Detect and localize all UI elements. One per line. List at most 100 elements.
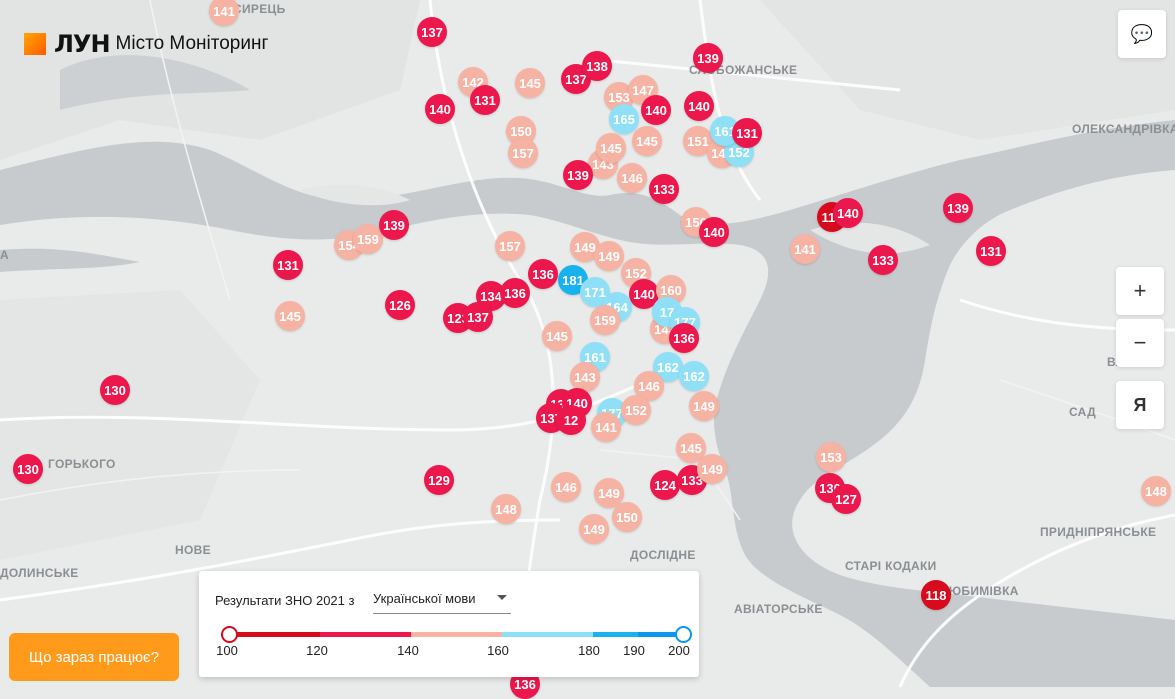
school-marker[interactable]: 149 bbox=[594, 241, 624, 271]
school-marker[interactable]: 131 bbox=[976, 236, 1006, 266]
school-marker[interactable]: 139 bbox=[563, 160, 593, 190]
legend-label: Результати ЗНО 2021 з bbox=[215, 593, 355, 608]
school-marker[interactable]: 124 bbox=[650, 470, 680, 500]
logo-subtitle: Місто Моніторинг bbox=[115, 33, 269, 54]
school-marker[interactable]: 130 bbox=[100, 375, 130, 405]
school-marker[interactable]: 140 bbox=[425, 94, 455, 124]
school-marker[interactable]: 126 bbox=[385, 290, 415, 320]
school-marker[interactable]: 136 bbox=[500, 278, 530, 308]
school-marker[interactable]: 148 bbox=[491, 494, 521, 524]
school-marker[interactable]: 161 bbox=[580, 342, 610, 372]
legend-bar-190 bbox=[638, 632, 683, 637]
school-marker[interactable]: 146 bbox=[617, 163, 647, 193]
whats-open-button[interactable]: Що зараз працює? bbox=[9, 633, 179, 681]
legend-tick: 100 bbox=[216, 643, 238, 658]
chevron-down-icon bbox=[497, 595, 507, 600]
place-label: АВІАТОРСЬКЕ bbox=[734, 602, 823, 616]
range-max-handle[interactable] bbox=[675, 626, 692, 643]
legend-bar-160 bbox=[502, 632, 593, 637]
school-marker[interactable]: 162 bbox=[679, 361, 709, 391]
school-marker[interactable]: 133 bbox=[868, 245, 898, 275]
school-marker[interactable]: 162 bbox=[653, 352, 683, 382]
school-marker[interactable]: 145 bbox=[275, 301, 305, 331]
zoom-in-button[interactable]: + bbox=[1116, 267, 1164, 315]
school-marker[interactable]: 141 bbox=[591, 412, 621, 442]
subject-select[interactable]: Української мови bbox=[373, 591, 511, 614]
plus-icon: + bbox=[1133, 278, 1147, 303]
school-marker[interactable]: 139 bbox=[693, 43, 723, 73]
school-marker[interactable]: 139 bbox=[943, 193, 973, 223]
legend-bar-140 bbox=[411, 632, 502, 637]
school-marker[interactable]: 140 bbox=[629, 279, 659, 309]
score-legend: Результати ЗНО 2021 з Української мови 1… bbox=[199, 571, 699, 677]
legend-tick: 200 bbox=[668, 643, 690, 658]
school-marker[interactable]: 141 bbox=[209, 0, 239, 26]
school-marker[interactable]: 136 bbox=[528, 259, 558, 289]
school-marker[interactable]: 149 bbox=[594, 478, 624, 508]
place-label: ДОСЛІДНЕ bbox=[630, 548, 696, 562]
school-marker[interactable]: 157 bbox=[495, 231, 525, 261]
school-marker[interactable]: 136 bbox=[669, 323, 699, 353]
place-label: ЛЮБИМІВКА bbox=[940, 584, 1019, 598]
yandex-maps-button[interactable]: Я bbox=[1116, 381, 1164, 429]
legend-bar-180 bbox=[593, 632, 638, 637]
school-marker[interactable]: 140 bbox=[699, 217, 729, 247]
school-marker[interactable]: 118 bbox=[921, 580, 951, 610]
school-marker[interactable]: 131 bbox=[470, 85, 500, 115]
school-marker[interactable]: 157 bbox=[508, 138, 538, 168]
legend-bar-120 bbox=[320, 632, 411, 637]
school-marker[interactable]: 140 bbox=[641, 95, 671, 125]
logo-mark-icon bbox=[24, 33, 46, 55]
school-marker[interactable]: 159 bbox=[590, 305, 620, 335]
school-marker[interactable]: 131 bbox=[273, 250, 303, 280]
school-marker[interactable]: 133 bbox=[649, 174, 679, 204]
place-label: СИРЕЦЬ bbox=[233, 2, 286, 16]
school-marker[interactable]: 165 bbox=[609, 104, 639, 134]
logo[interactable]: ЛУН Місто Моніторинг bbox=[24, 30, 268, 58]
school-marker[interactable]: 140 bbox=[684, 91, 714, 121]
school-marker[interactable]: 152 bbox=[621, 395, 651, 425]
school-marker[interactable]: 12 bbox=[556, 405, 586, 435]
school-marker[interactable]: 148 bbox=[1141, 476, 1171, 506]
place-label: ПРИДНІПРЯНСЬКЕ bbox=[1040, 525, 1156, 539]
school-marker[interactable]: 150 bbox=[612, 502, 642, 532]
school-marker[interactable]: 153 bbox=[816, 442, 846, 472]
yandex-icon: Я bbox=[1133, 394, 1147, 415]
school-marker[interactable]: 145 bbox=[515, 68, 545, 98]
school-marker[interactable]: 140 bbox=[833, 198, 863, 228]
school-marker[interactable]: 171 bbox=[580, 277, 610, 307]
school-marker[interactable]: 145 bbox=[632, 126, 662, 156]
range-min-handle[interactable] bbox=[221, 626, 238, 643]
school-marker[interactable]: 159 bbox=[353, 224, 383, 254]
place-label: СТАРІ КОДАКИ bbox=[845, 559, 937, 573]
school-marker[interactable]: 146 bbox=[551, 472, 581, 502]
school-marker[interactable]: 143 bbox=[570, 362, 600, 392]
school-marker[interactable]: 141 bbox=[790, 234, 820, 264]
legend-tick: 180 bbox=[578, 643, 600, 658]
school-marker[interactable]: 149 bbox=[579, 514, 609, 544]
place-label: САД bbox=[1069, 405, 1096, 419]
school-marker[interactable]: 149 bbox=[697, 454, 727, 484]
school-marker[interactable]: 129 bbox=[424, 465, 454, 495]
school-marker[interactable]: 127 bbox=[831, 484, 861, 514]
school-marker[interactable]: 137 bbox=[463, 302, 493, 332]
school-marker[interactable]: 149 bbox=[689, 391, 719, 421]
legend-bar-100 bbox=[230, 632, 320, 637]
school-marker[interactable]: 146 bbox=[634, 371, 664, 401]
place-label: ГОРЬКОГО bbox=[48, 457, 116, 471]
feedback-button[interactable]: 💬 bbox=[1118, 10, 1166, 58]
school-marker[interactable]: 138 bbox=[582, 51, 612, 81]
school-marker[interactable]: 145 bbox=[596, 133, 626, 163]
school-marker[interactable]: 145 bbox=[542, 321, 572, 351]
zoom-out-button[interactable]: − bbox=[1116, 319, 1164, 367]
place-label: ОЛЕКСАНДРІВКА bbox=[1072, 122, 1175, 136]
place-label: А bbox=[0, 248, 9, 262]
subject-select-value: Української мови bbox=[373, 591, 476, 606]
school-marker[interactable]: 131 bbox=[732, 118, 762, 148]
school-marker[interactable]: 139 bbox=[379, 210, 409, 240]
legend-tick: 120 bbox=[306, 643, 328, 658]
logo-brand: ЛУН bbox=[54, 30, 111, 58]
school-marker[interactable]: 151 bbox=[683, 126, 713, 156]
school-marker[interactable]: 130 bbox=[13, 454, 43, 484]
school-marker[interactable]: 137 bbox=[417, 17, 447, 47]
